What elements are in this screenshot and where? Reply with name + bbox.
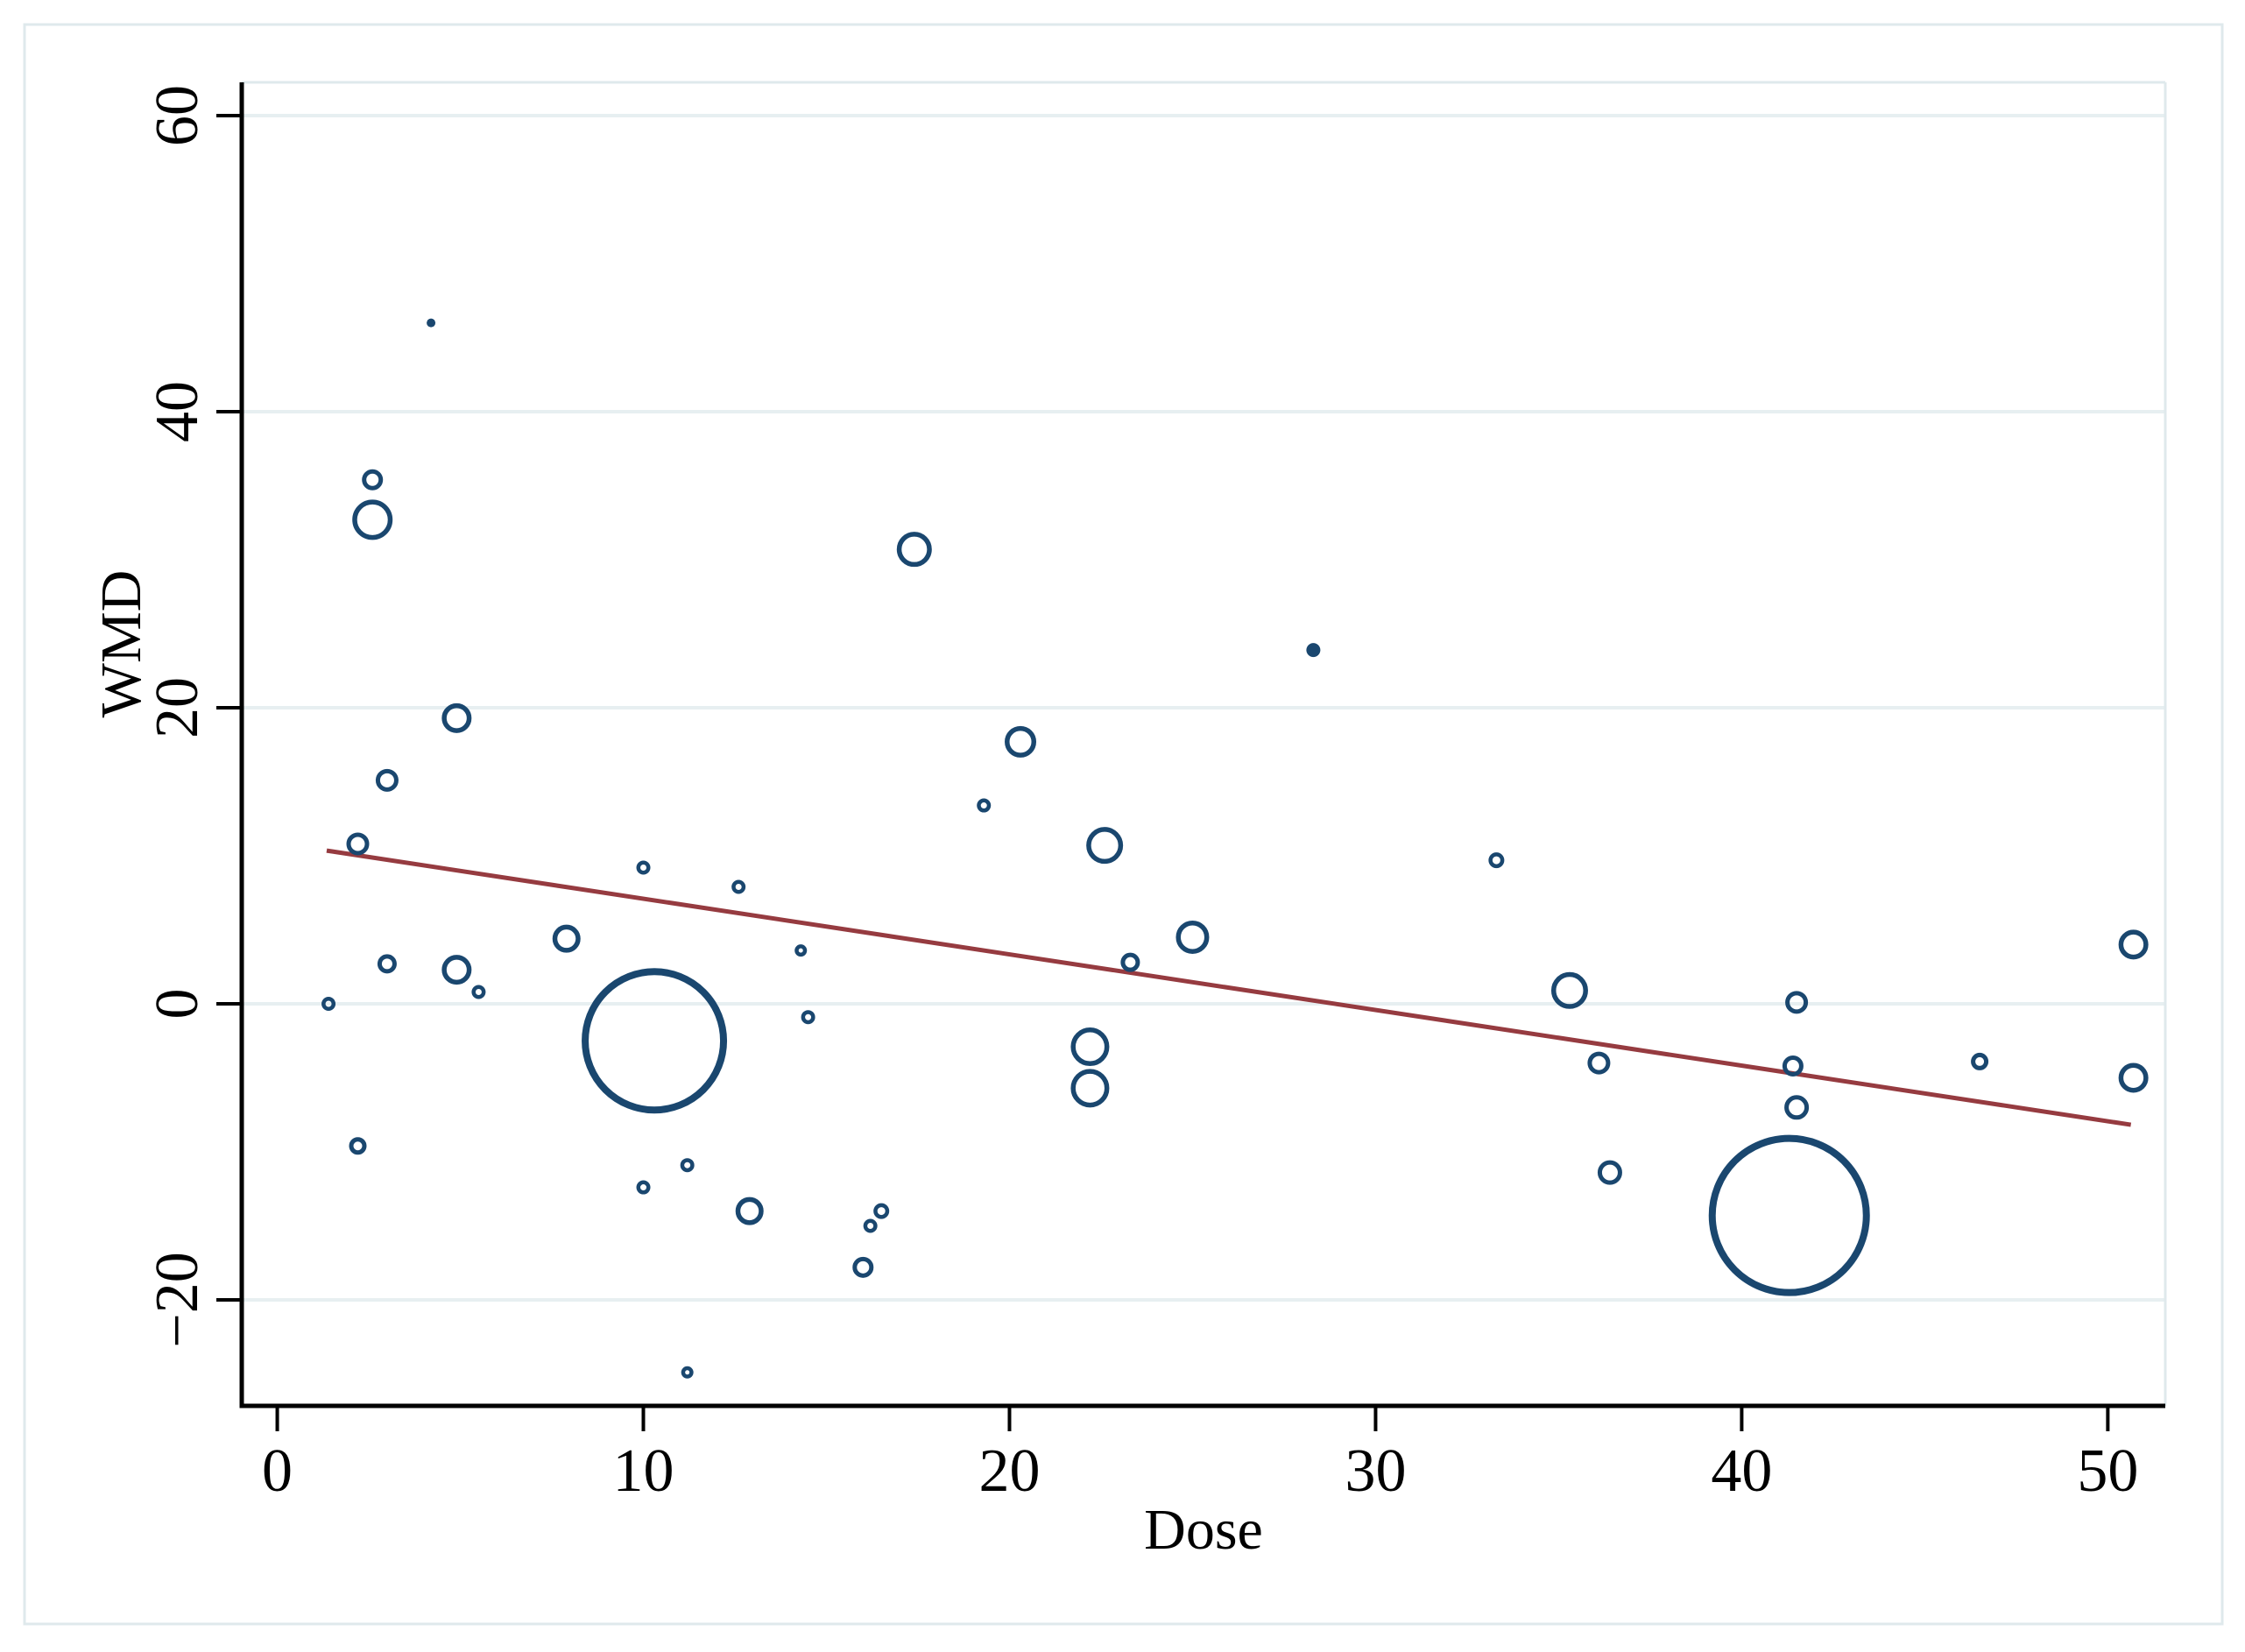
- bubble-point: [375, 768, 399, 792]
- x-axis-title: Dose: [1144, 1498, 1263, 1562]
- plot-region-border: [242, 81, 2167, 1406]
- y-tick-label: 40: [144, 381, 211, 442]
- x-tick-label: 20: [978, 1437, 1040, 1505]
- y-tick-label: 60: [144, 85, 211, 146]
- bubble-point: [1597, 1160, 1622, 1185]
- gridlines: [242, 114, 2165, 1302]
- bubble-point: [349, 1137, 367, 1155]
- y-tick-label: 0: [144, 989, 211, 1020]
- fit-line-layer: [326, 848, 2132, 1127]
- bubble-point: [873, 1203, 890, 1219]
- bubble-point: [1550, 971, 1588, 1009]
- bubble-point: [2118, 1063, 2149, 1093]
- bubble-point: [801, 1010, 815, 1025]
- x-tick-label: 0: [262, 1437, 293, 1505]
- bubble-point: [1587, 1051, 1611, 1075]
- bubble-point: [352, 499, 393, 540]
- bubble-point: [1488, 852, 1505, 869]
- bubble-point: [794, 944, 808, 957]
- y-axis-title: WMD: [89, 570, 153, 718]
- bubble-point: [863, 1218, 878, 1233]
- bubble-layer: [321, 318, 2149, 1379]
- bubble-point: [896, 532, 932, 568]
- bubble-point: [636, 1180, 651, 1195]
- bubble-point: [1070, 1027, 1110, 1067]
- bubble-point: [731, 879, 746, 894]
- bubble-point: [471, 985, 486, 999]
- bubble-point: [1782, 1055, 1804, 1077]
- graph-outer-border: [23, 23, 2224, 1626]
- x-tick-label: 10: [613, 1437, 674, 1505]
- y-tick-label: 20: [144, 677, 211, 738]
- bubble-point: [1971, 1052, 1989, 1070]
- bubble-point: [346, 832, 370, 856]
- bubble-point: [977, 798, 992, 813]
- bubble-point-filled: [427, 318, 436, 328]
- bubble-point: [362, 469, 384, 491]
- bubble-point: [377, 954, 397, 974]
- axes-layer: −20 0 20 40 60 0 10 20 30 40 50: [144, 82, 2165, 1505]
- bubble-point: [1175, 920, 1210, 954]
- bubble-point: [680, 1158, 695, 1173]
- y-tick-label: −20: [144, 1252, 211, 1347]
- bubble-point: [441, 955, 472, 985]
- bubble-point: [852, 1256, 874, 1278]
- bubble-point-filled: [1306, 643, 1321, 658]
- bubble-point: [441, 702, 472, 733]
- bubble-point: [552, 924, 581, 953]
- bubble-point: [735, 1197, 764, 1225]
- x-tick-label: 40: [1711, 1437, 1772, 1505]
- bubble-point: [2118, 929, 2149, 960]
- bubble-point: [321, 997, 336, 1012]
- bubble-point: [582, 968, 728, 1114]
- bubble-point: [1784, 1095, 1810, 1120]
- bubble-point: [681, 1366, 694, 1379]
- graph-frame: [23, 23, 2224, 1626]
- x-tick-label: 30: [1345, 1437, 1406, 1505]
- bubble-point: [1086, 827, 1124, 865]
- bubble-point: [1708, 1134, 1870, 1296]
- bubble-point: [1120, 952, 1140, 972]
- x-tick-label: 50: [2077, 1437, 2138, 1505]
- fit-line: [326, 848, 2132, 1127]
- bubble-point: [1005, 725, 1037, 758]
- bubble-point: [1070, 1069, 1110, 1108]
- bubble-point: [1785, 991, 1809, 1014]
- bubble-point: [636, 860, 651, 875]
